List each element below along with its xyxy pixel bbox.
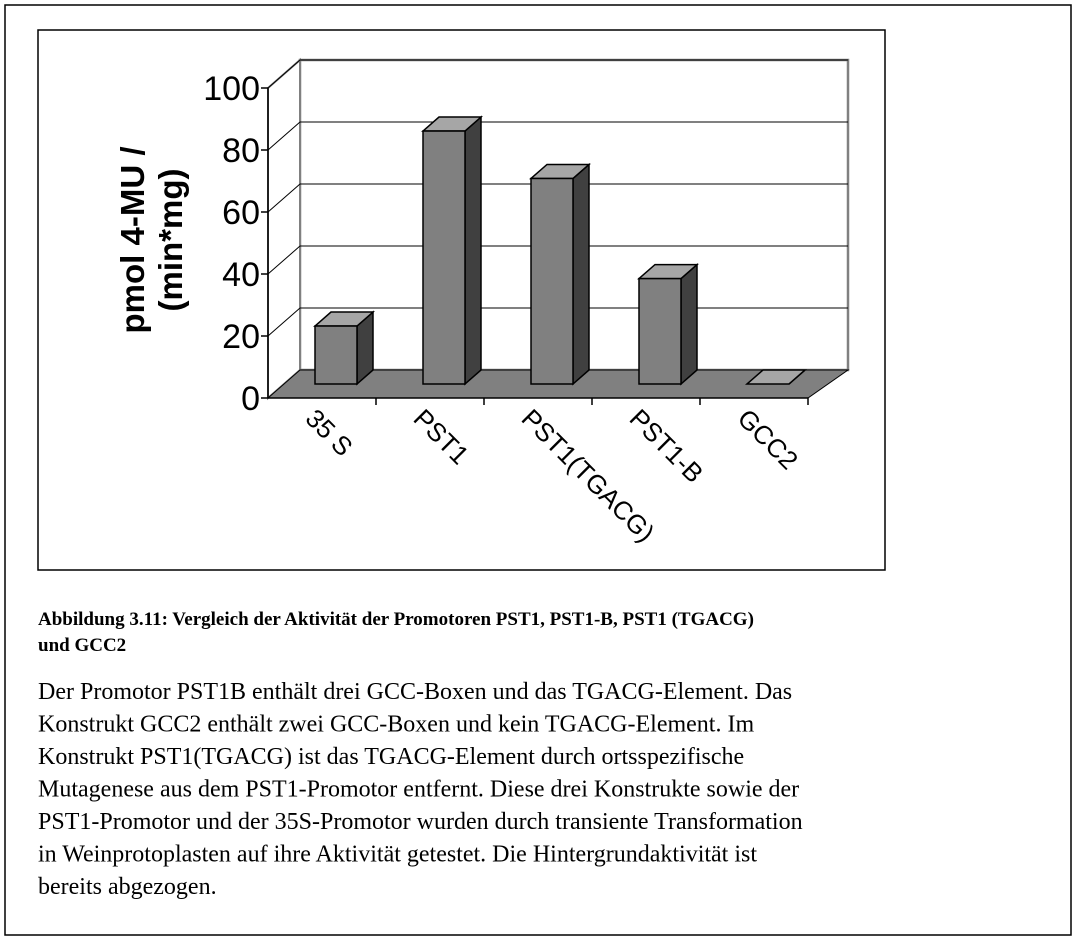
bar-side xyxy=(680,262,698,386)
bar-top xyxy=(745,369,807,385)
grid-line xyxy=(267,59,301,89)
caption-body: Konstrukt PST1(TGACG) ist das TGACG-Elem… xyxy=(38,744,744,770)
side-wall xyxy=(267,57,301,401)
bar-side xyxy=(572,162,590,386)
bar xyxy=(638,277,682,385)
caption-title: Abbildung 3.11: Vergleich der Aktivität … xyxy=(38,609,754,630)
y-axis-label: pmol 4-MU /(min*mg) xyxy=(114,147,189,334)
caption-body: Der Promotor PST1B enthält drei GCC-Boxe… xyxy=(38,679,792,705)
bar xyxy=(530,177,574,385)
caption-body: Konstrukt GCC2 enthält zwei GCC-Boxen un… xyxy=(38,712,754,738)
y-axis-label-line: pmol 4-MU / xyxy=(114,147,151,334)
grid-line xyxy=(267,183,301,213)
caption-body: Mutagenese aus dem PST1-Promotor entfern… xyxy=(38,777,799,803)
caption-title: und GCC2 xyxy=(38,635,126,656)
grid-line xyxy=(267,121,301,151)
y-tick-label: 100 xyxy=(203,70,260,108)
bar xyxy=(314,325,358,385)
y-tick-label: 20 xyxy=(222,318,260,356)
grid-line xyxy=(267,307,301,337)
y-tick-label: 40 xyxy=(222,256,260,294)
caption-body: in Weinprotoplasten auf ihre Aktivität g… xyxy=(38,842,757,868)
y-tick-label: 0 xyxy=(241,380,260,418)
y-tick-label: 60 xyxy=(222,194,260,232)
caption-body: bereits abgezogen. xyxy=(38,874,217,900)
y-tick-label: 80 xyxy=(222,132,260,170)
bar-side xyxy=(464,115,482,386)
bar xyxy=(422,130,466,385)
caption-body: PST1-Promotor und der 35S-Promotor wurde… xyxy=(38,809,803,835)
grid-line xyxy=(267,245,301,275)
y-axis-label-line: (min*mg) xyxy=(152,169,189,312)
